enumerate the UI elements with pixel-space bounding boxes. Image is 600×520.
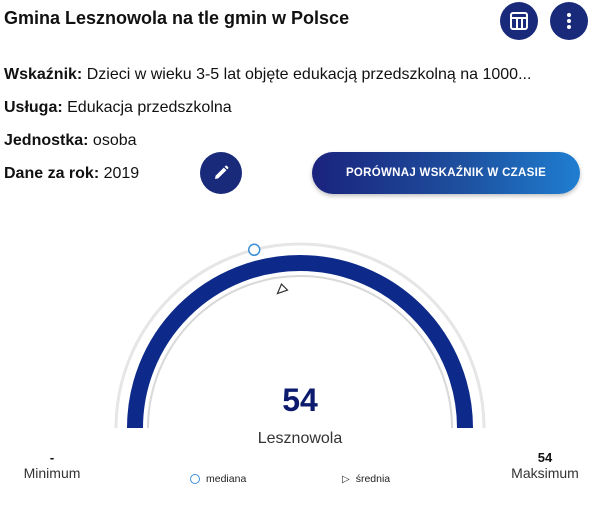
- gauge-inner-ring: [147, 275, 453, 429]
- compare-over-time-button[interactable]: PORÓWNAJ WSKAŹNIK W CZASIE: [312, 152, 580, 194]
- legend-average: ▷ średnia: [342, 473, 390, 485]
- median-legend-icon: [190, 474, 200, 484]
- gauge-unit-name: Lesznowola: [257, 430, 343, 447]
- table-icon: [510, 12, 528, 30]
- indicator-value: Dzieci w wieku 3-5 lat objęte edukacją p…: [86, 66, 532, 83]
- unit-label: Jednostka:: [4, 132, 89, 149]
- more-vertical-icon: [567, 13, 571, 29]
- average-legend-icon: ▷: [342, 473, 350, 485]
- year-line: Dane za rok: 2019: [4, 165, 139, 183]
- unit-line: Jednostka: osoba: [4, 132, 137, 150]
- gauge-value-arc: [127, 255, 473, 429]
- median-marker: [247, 243, 261, 257]
- legend-median: mediana: [190, 473, 246, 485]
- maximum-label: Maksimum: [511, 465, 579, 481]
- minimum-stat: - Minimum: [22, 450, 82, 481]
- average-legend-label: średnia: [355, 473, 391, 485]
- pencil-icon: [215, 165, 229, 179]
- indicator-label: Wskaźnik:: [4, 66, 83, 83]
- edit-button[interactable]: [200, 152, 242, 194]
- average-marker: [276, 283, 289, 295]
- year-label: Dane za rok:: [4, 165, 100, 182]
- gauge-value: 54: [282, 382, 318, 418]
- page-title: Gmina Lesznowola na tle gmin w Polsce: [4, 8, 350, 28]
- median-legend-label: mediana: [206, 473, 247, 485]
- more-options-button[interactable]: [550, 2, 588, 40]
- gauge-outer-ring: [114, 242, 486, 429]
- indicator-line: Wskaźnik: Dzieci w wieku 3-5 lat objęte …: [4, 66, 531, 84]
- maximum-value: 54: [537, 450, 553, 465]
- unit-value: osoba: [92, 132, 137, 149]
- service-label: Usługa:: [4, 99, 63, 116]
- minimum-value: -: [49, 450, 55, 465]
- year-value: 2019: [103, 165, 140, 182]
- maximum-stat: 54 Maksimum: [505, 450, 585, 481]
- service-line: Usługa: Edukacja przedszkolna: [4, 99, 232, 117]
- minimum-label: Minimum: [23, 465, 81, 481]
- service-value: Edukacja przedszkolna: [67, 99, 232, 116]
- table-view-button[interactable]: [500, 2, 538, 40]
